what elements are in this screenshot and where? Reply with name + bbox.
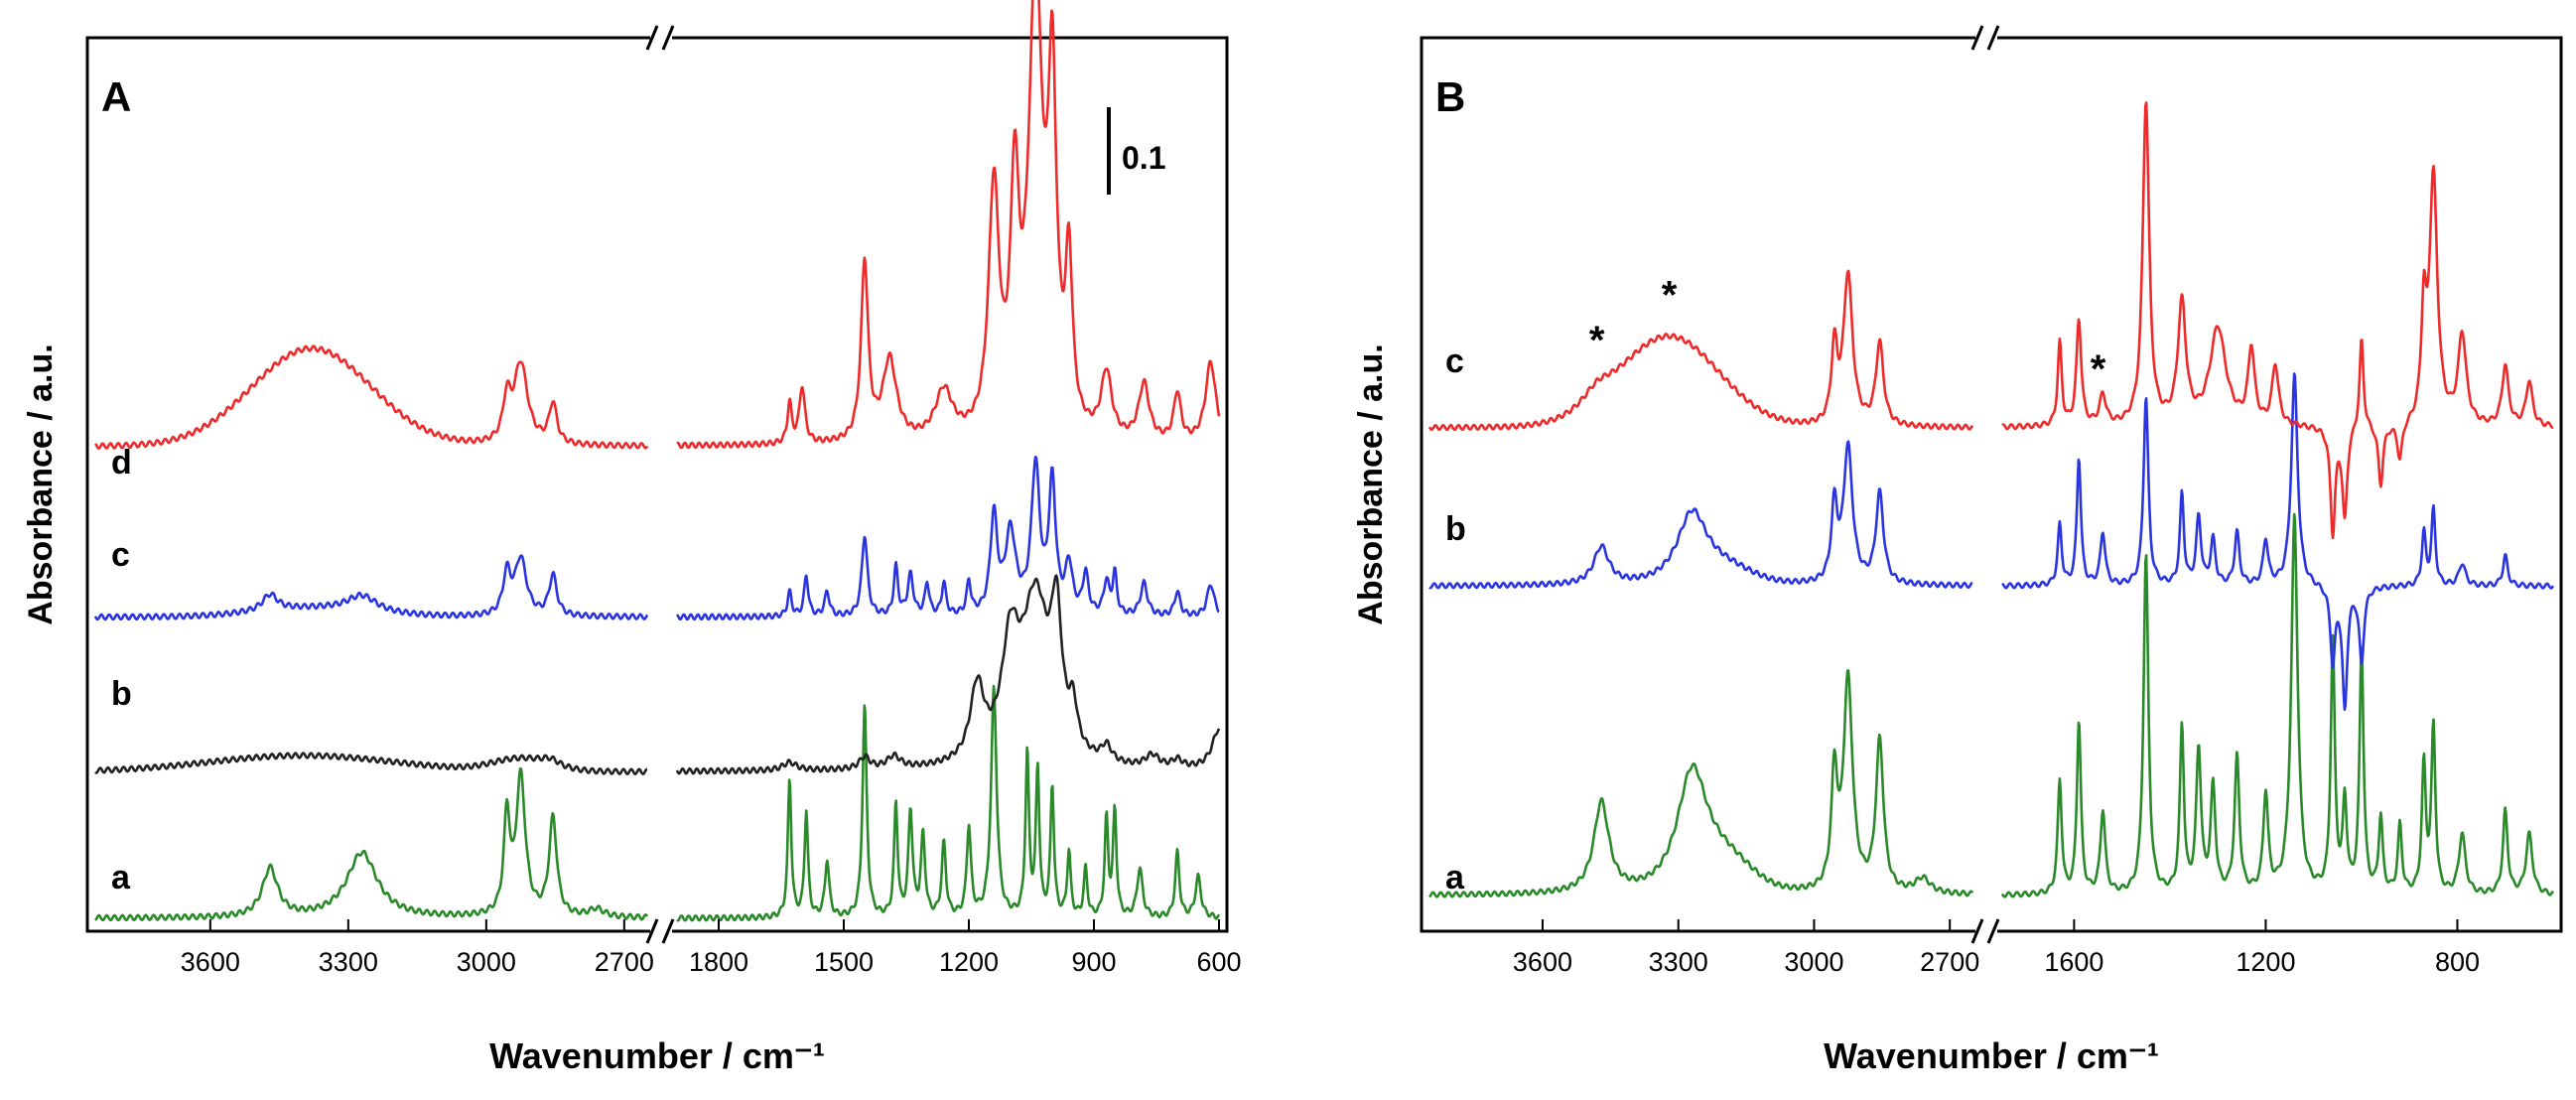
series-label-c: c xyxy=(111,536,130,574)
series-label-b: b xyxy=(1445,510,1466,548)
panel-a-series-labels: a b c d xyxy=(111,444,132,896)
x-tick-label: 3300 xyxy=(319,947,378,977)
series-line-a xyxy=(1429,671,1972,897)
x-tick-label: 1500 xyxy=(814,947,874,977)
series-line-b xyxy=(95,754,647,774)
series-line-c xyxy=(2002,103,2553,538)
x-tick-label: 3600 xyxy=(1513,947,1572,977)
annotation-asterisk: * xyxy=(1662,273,1678,317)
series-label-b: b xyxy=(111,675,132,713)
panel-a-y-axis-label: Absorbance / a.u. xyxy=(22,344,60,624)
x-tick-label: 2700 xyxy=(595,947,654,977)
annotation-asterisk: * xyxy=(2091,347,2106,391)
series-label-c: c xyxy=(1445,343,1464,380)
panel-a-x-axis-label: Wavenumber / cm⁻¹ xyxy=(489,1035,825,1076)
panel-b-series xyxy=(1429,103,2553,897)
panel-b-series-labels: a b c xyxy=(1445,343,1466,896)
series-label-a: a xyxy=(111,859,131,896)
series-line-c xyxy=(1429,271,1972,430)
x-tick-label: 900 xyxy=(1071,947,1116,977)
series-line-b xyxy=(1429,442,1972,589)
series-line-a xyxy=(95,768,647,920)
x-tick-label: 600 xyxy=(1196,947,1241,977)
panel-a: A 0.1 3600 3300 3000 2700 1800 1500 1200 900 600… xyxy=(22,0,1242,1076)
panel-b-annotations: * * * xyxy=(1589,273,2106,391)
x-tick-label: 3600 xyxy=(181,947,240,977)
panel-a-series xyxy=(95,0,1219,920)
figure: A 0.1 3600 3300 3000 2700 1800 1500 1200 900 600… xyxy=(0,0,2576,1100)
series-label-a: a xyxy=(1445,859,1465,896)
scale-bar-label: 0.1 xyxy=(1122,140,1165,176)
series-line-c xyxy=(677,457,1219,619)
x-tick-label: 1200 xyxy=(939,947,999,977)
x-tick-label: 3300 xyxy=(1649,947,1708,977)
panel-a-letter: A xyxy=(101,73,131,120)
series-line-c xyxy=(95,556,647,619)
x-tick-label: 1600 xyxy=(2044,947,2103,977)
x-tick-label: 1200 xyxy=(2236,947,2295,977)
panel-b-x-axis-label: Wavenumber / cm⁻¹ xyxy=(1824,1035,2159,1076)
panel-b-letter: B xyxy=(1435,73,1465,120)
series-line-d xyxy=(677,0,1219,448)
annotation-asterisk: * xyxy=(1589,319,1605,362)
panel-a-ticks: 3600 3300 3000 2700 1800 1500 1200 900 600 xyxy=(181,919,1242,977)
series-line-d xyxy=(95,346,647,449)
x-tick-label: 3000 xyxy=(457,947,516,977)
x-tick-label: 3000 xyxy=(1784,947,1843,977)
x-tick-label: 2700 xyxy=(1920,947,1979,977)
panel-b-frame xyxy=(1422,38,2561,931)
series-line-b xyxy=(2002,373,2553,709)
series-line-a xyxy=(677,686,1219,920)
panel-b: B 3600 3300 3000 2700 1600 1200 800 a b c * * * Ab… xyxy=(1352,26,2561,1076)
panel-b-y-axis-label: Absorbance / a.u. xyxy=(1352,344,1390,624)
x-tick-label: 1800 xyxy=(689,947,748,977)
x-tick-label: 800 xyxy=(2435,947,2480,977)
series-label-d: d xyxy=(111,444,132,481)
